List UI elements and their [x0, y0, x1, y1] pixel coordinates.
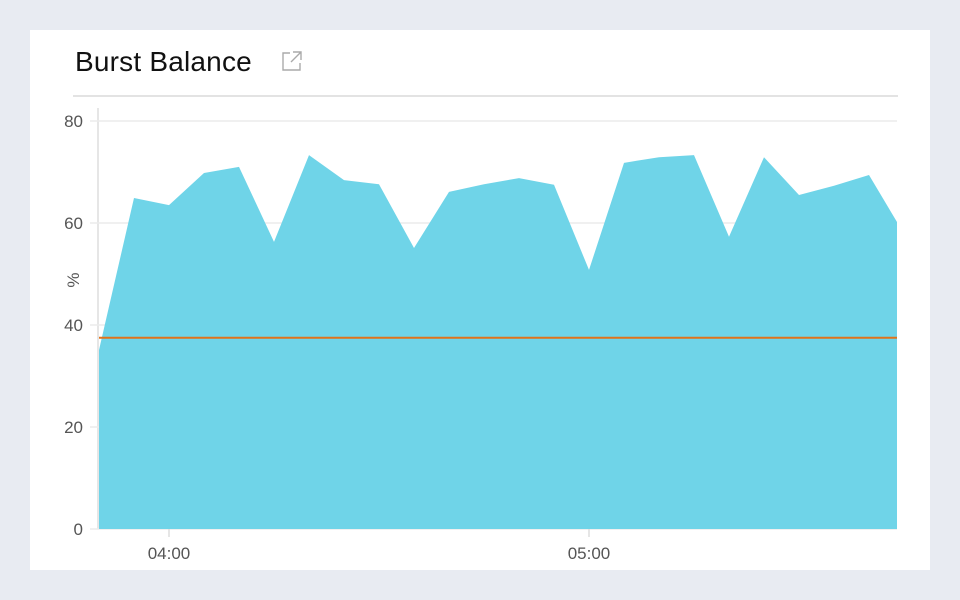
y-tick-label: 0	[74, 520, 83, 539]
y-tick-label: 60	[64, 214, 83, 233]
title-divider	[73, 95, 898, 97]
y-tick-label: 20	[64, 418, 83, 437]
y-tick-label: 80	[64, 112, 83, 131]
x-tick-label: 05:00	[568, 544, 611, 563]
y-axis-label: %	[64, 272, 83, 287]
burst-balance-area	[99, 155, 897, 530]
panel-title: Burst Balance	[75, 46, 252, 77]
x-tick-label: 04:00	[148, 544, 191, 563]
external-link-icon[interactable]	[281, 50, 303, 72]
y-tick-label: 40	[64, 316, 83, 335]
